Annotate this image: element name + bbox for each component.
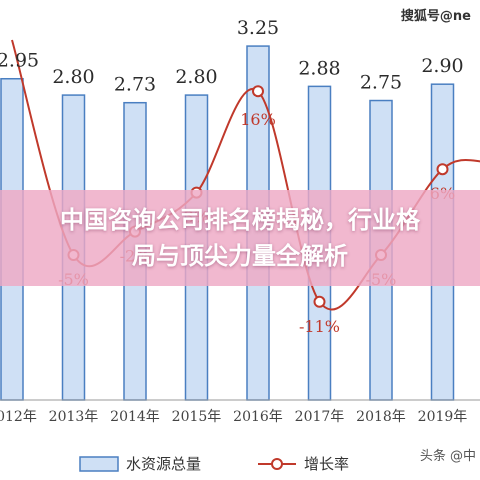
growth-marker-7	[436, 163, 449, 176]
watermark-top: 搜狐号@ne	[397, 4, 474, 25]
bar-value-label-0: 2.95	[0, 50, 39, 72]
watermark-bottom: 头条 @中	[419, 449, 476, 464]
legend-bar-label: 水资源总量	[126, 455, 201, 473]
bar-value-label-7: 2.90	[421, 55, 463, 77]
banner-title: 中国咨询公司排名榜揭秘，行业格局与顶尖力量全解析	[60, 206, 420, 270]
x-ticks: 2012年 2013年 2014年 2015年 2016年 2017年 2018年 2019年	[0, 409, 467, 425]
growth-label-5: -11%	[299, 317, 340, 336]
growth-marker-4	[252, 85, 264, 98]
bar-value-label-2: 2.73	[114, 74, 156, 96]
x-tick-label-4: 2016年	[233, 409, 283, 425]
bar-value-label-6: 2.75	[360, 72, 402, 94]
x-tick-label-6: 2018年	[356, 409, 406, 425]
x-tick-label-7: 2019年	[418, 409, 468, 425]
bar-value-label-3: 2.80	[175, 66, 217, 88]
bar-value-label-1: 2.80	[52, 66, 94, 88]
x-tick-label-2: 2014年	[110, 409, 160, 425]
legend-bar-swatch	[79, 456, 119, 472]
x-tick-label-0: 2012年	[0, 409, 37, 425]
legend-line-marker	[271, 458, 283, 470]
legend: 水资源总量 增长率	[79, 455, 349, 473]
title-banner: 中国咨询公司排名榜揭秘，行业格局与顶尖力量全解析	[0, 190, 480, 286]
bar-value-label-4: 3.25	[237, 17, 279, 39]
x-tick-label-1: 2013年	[49, 409, 99, 425]
x-tick-label-3: 2015年	[172, 409, 222, 425]
legend-line-label: 增长率	[304, 455, 349, 473]
bar-value-label-5: 2.88	[298, 57, 340, 79]
x-tick-label-5: 2017年	[295, 409, 345, 425]
growth-marker-5	[313, 295, 326, 308]
growth-label-4: 16%	[240, 110, 276, 129]
